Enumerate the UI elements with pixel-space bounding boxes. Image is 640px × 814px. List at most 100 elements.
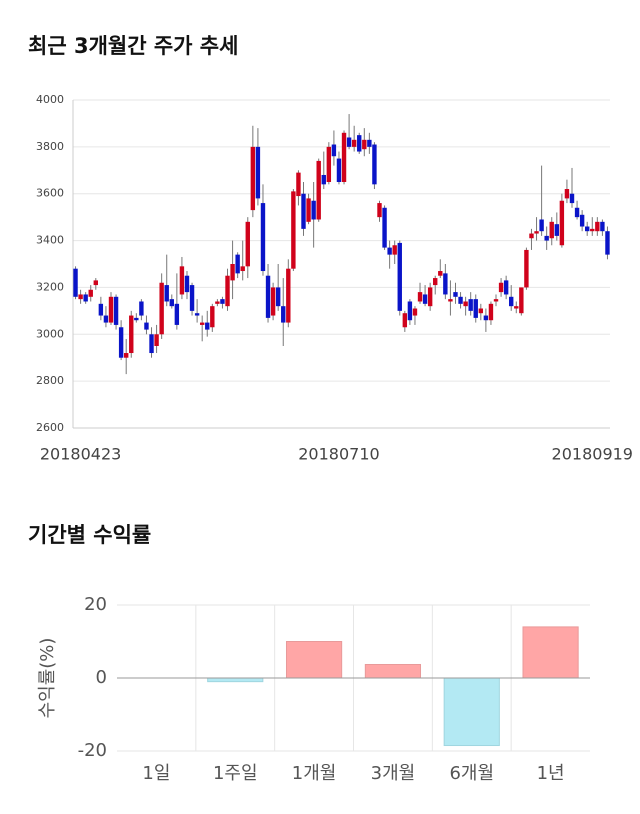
x-tick-label: 1주일 — [213, 763, 258, 784]
candle-body — [108, 296, 114, 323]
candle-body — [478, 308, 484, 314]
y-tick-label: 3800 — [36, 140, 64, 153]
candle-body — [129, 315, 134, 354]
candle-body — [468, 299, 473, 311]
bar — [207, 677, 264, 683]
candle-body — [493, 299, 499, 302]
candle-body — [544, 235, 549, 241]
candle-body — [514, 306, 519, 309]
candle-body — [351, 139, 357, 147]
candle-body — [331, 144, 337, 157]
candle-body — [184, 275, 190, 293]
y-tick-label: 2600 — [36, 421, 64, 434]
candle-body — [164, 285, 169, 302]
candle-body — [174, 303, 180, 325]
candle-body — [220, 299, 225, 304]
candle-body — [387, 247, 392, 255]
candle-body — [235, 254, 240, 274]
candle-body — [265, 275, 271, 318]
candle-body — [194, 313, 200, 316]
candle-body — [296, 172, 301, 197]
bar — [364, 663, 422, 679]
y-tick-label: 3400 — [36, 234, 64, 247]
y-tick-label: 3000 — [36, 327, 64, 340]
candle-body — [118, 327, 124, 358]
candle-body — [585, 226, 590, 232]
candle-body — [498, 282, 504, 293]
candle-body — [590, 228, 595, 232]
bar — [522, 626, 579, 679]
candle-body — [311, 200, 316, 220]
candle-body — [205, 322, 210, 330]
candle-body — [341, 132, 347, 182]
candle-body — [336, 158, 342, 182]
y-tick-label: 0 — [96, 667, 107, 688]
candle-body — [367, 139, 372, 147]
candle-body — [524, 249, 529, 288]
candle-body — [139, 301, 144, 316]
chart-title: 기간별 수익률 — [28, 523, 151, 547]
candle-body — [189, 285, 195, 311]
candle-body — [529, 233, 534, 239]
candle-body — [412, 308, 418, 316]
candle-body — [407, 301, 413, 321]
candle-body — [554, 224, 560, 236]
candle-body — [88, 289, 93, 297]
candle-body — [488, 303, 494, 321]
candle-body — [93, 280, 98, 286]
candle-body — [600, 221, 605, 232]
candle-body — [539, 219, 544, 232]
candle-body — [503, 280, 509, 295]
candle-body — [392, 245, 397, 255]
x-tick-label: 1일 — [142, 763, 170, 784]
candle-body — [397, 242, 402, 311]
candle-body — [83, 294, 88, 302]
bar — [443, 677, 500, 747]
candle-body — [519, 287, 524, 314]
candle-body — [149, 334, 154, 354]
candle-body — [169, 299, 174, 307]
candle-body — [402, 313, 408, 328]
candle-body — [372, 144, 377, 185]
candle-body — [255, 146, 261, 199]
candle-body — [595, 221, 600, 232]
candle-body — [230, 264, 235, 281]
candle-body — [574, 207, 580, 218]
candle-body — [73, 268, 78, 297]
x-tick-label: 1년 — [537, 763, 565, 784]
candle-body — [225, 275, 230, 307]
candle-body — [357, 135, 362, 152]
candle-body — [346, 137, 352, 147]
chart-title: 최근 3개월간 주가 추세 — [28, 34, 238, 58]
y-tick-label: 3600 — [36, 187, 64, 200]
candle-body — [291, 191, 296, 269]
candle-body — [123, 353, 129, 358]
candle-body — [569, 193, 575, 204]
candle-body — [534, 231, 539, 234]
candle-body — [103, 315, 109, 323]
candle-body — [473, 299, 478, 318]
candle-body — [579, 214, 585, 227]
x-tick-label: 6개월 — [449, 763, 494, 784]
candle-body — [483, 315, 489, 321]
candle-body — [605, 231, 610, 255]
candle-body — [382, 207, 387, 248]
candle-body — [422, 294, 428, 304]
candle-body — [154, 334, 159, 346]
candle-body — [321, 174, 326, 185]
candle-body — [433, 278, 438, 286]
x-tick-label: 20180919 — [552, 445, 633, 464]
candle-body — [275, 287, 281, 307]
candle-body — [316, 160, 321, 220]
candle-body — [427, 287, 433, 307]
candle-body — [509, 296, 514, 307]
candle-body — [245, 221, 250, 267]
y-tick-label: 20 — [84, 594, 107, 615]
candle-body — [301, 193, 306, 229]
candle-body — [306, 198, 311, 222]
candle-body — [463, 301, 468, 307]
candle-body — [286, 268, 291, 323]
bar — [285, 641, 343, 679]
